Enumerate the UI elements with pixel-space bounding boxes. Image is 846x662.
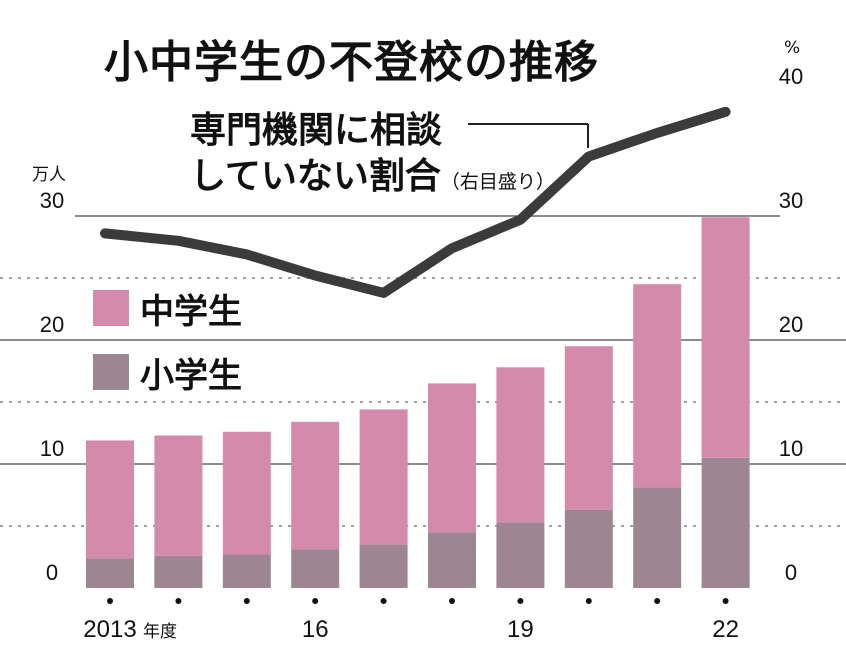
ratio-line-path bbox=[100, 106, 731, 298]
bar-middle bbox=[633, 284, 682, 488]
bar-middle bbox=[359, 409, 408, 545]
x-axis-suffix: 年度 bbox=[143, 622, 177, 641]
y-tick-left: 0 bbox=[46, 560, 58, 585]
legend-swatch-middle bbox=[93, 290, 129, 326]
bar-elementary bbox=[222, 554, 271, 588]
bar-elementary bbox=[496, 522, 545, 588]
bar-middle bbox=[222, 431, 271, 555]
bar-elementary bbox=[564, 509, 613, 588]
legend-label-elementary: 小学生 bbox=[140, 356, 242, 396]
x-tick-dot bbox=[107, 598, 113, 604]
y-tick-left: 30 bbox=[40, 188, 64, 213]
bar-middle bbox=[701, 217, 750, 458]
bars bbox=[86, 217, 750, 588]
bar-middle bbox=[154, 435, 203, 556]
legend-swatch-elementary bbox=[93, 354, 129, 390]
x-tick-dot bbox=[175, 598, 182, 604]
x-tick-label: 16 bbox=[302, 616, 329, 643]
x-tick-dot bbox=[312, 598, 319, 604]
left-axis-unit: 万人 bbox=[32, 165, 66, 185]
bar-middle bbox=[496, 367, 545, 523]
bar-middle bbox=[291, 421, 340, 550]
x-tick-dot bbox=[722, 598, 729, 604]
bar-elementary bbox=[701, 457, 750, 588]
x-tick-dot bbox=[380, 598, 387, 604]
bar-elementary bbox=[428, 532, 476, 588]
y-tick-right: 0 bbox=[785, 560, 797, 585]
line-annotation: 専門機関に相談 していない割合（右目盛り） bbox=[190, 108, 555, 205]
line-annotation-line1: 専門機関に相談 bbox=[190, 110, 443, 151]
chart-title: 小中学生の不登校の推移 bbox=[104, 37, 599, 88]
y-tick-right: 40 bbox=[779, 64, 803, 89]
bar-elementary bbox=[633, 487, 682, 588]
right-axis-unit: % bbox=[784, 38, 801, 58]
x-tick-label: 22 bbox=[712, 616, 739, 643]
x-tick-dot bbox=[449, 598, 455, 604]
bar-elementary bbox=[359, 544, 408, 588]
label-connector bbox=[468, 123, 589, 148]
bar-middle bbox=[428, 383, 476, 533]
y-tick-left: 10 bbox=[40, 436, 64, 461]
x-tick-dot bbox=[517, 598, 524, 604]
y-tick-right: 30 bbox=[779, 188, 803, 213]
bar-elementary bbox=[291, 549, 340, 588]
x-tick-label: 19 bbox=[507, 616, 534, 643]
bar-middle bbox=[86, 440, 134, 559]
y-tick-left: 20 bbox=[40, 312, 64, 337]
bar-elementary bbox=[86, 558, 134, 588]
line-annotation-line2: していない割合 bbox=[190, 156, 441, 197]
line-annotation-note: （右目盛り） bbox=[440, 171, 555, 193]
bar-middle bbox=[564, 346, 613, 510]
bar-elementary bbox=[154, 555, 203, 588]
x-tick-dot bbox=[654, 598, 661, 604]
x-tick-dot bbox=[585, 598, 592, 604]
y-tick-right: 20 bbox=[779, 312, 803, 337]
axis-ticks: 0 10 20 30 0 10 20 30 40 2013 年度 16 19 22 bbox=[40, 64, 803, 643]
legend-label-middle: 中学生 bbox=[140, 292, 242, 332]
x-tick-dot bbox=[243, 598, 250, 604]
y-tick-right: 10 bbox=[779, 436, 803, 461]
x-tick-label: 2013 bbox=[83, 616, 136, 643]
ratio-line bbox=[100, 106, 731, 298]
